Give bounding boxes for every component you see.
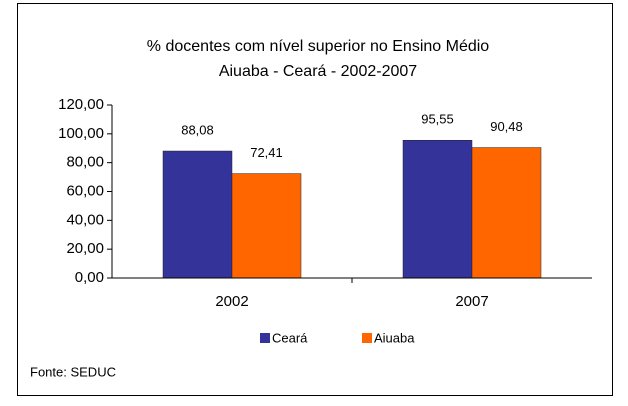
bar: [162, 150, 233, 279]
value-label: 95,55: [421, 112, 454, 127]
legend-label: Aiuaba: [374, 330, 415, 345]
x-tick-label: 2002: [215, 293, 248, 310]
value-label: 90,48: [490, 119, 523, 134]
y-tick-label: 20,00: [66, 240, 104, 257]
legend-label: Ceará: [272, 330, 308, 345]
x-tick-label: 2007: [455, 293, 488, 310]
value-label: 88,08: [181, 122, 214, 137]
bar: [471, 147, 542, 279]
y-tick-label: 120,00: [58, 96, 104, 113]
legend-swatch: [260, 333, 270, 343]
y-tick-label: 40,00: [66, 211, 104, 228]
chart-title: % docentes com nível superior no Ensino …: [147, 38, 490, 55]
y-tick-label: 80,00: [66, 154, 104, 171]
y-tick-label: 0,00: [75, 269, 104, 286]
value-label: 72,41: [250, 145, 283, 160]
y-tick-label: 100,00: [58, 125, 104, 142]
bar: [231, 173, 302, 279]
legend-swatch: [362, 333, 372, 343]
chart-subtitle: Aiuaba - Ceará - 2002-2007: [219, 63, 417, 80]
source-note: Fonte: SEDUC: [30, 364, 116, 379]
y-tick-label: 60,00: [66, 182, 104, 199]
bar: [402, 139, 473, 279]
